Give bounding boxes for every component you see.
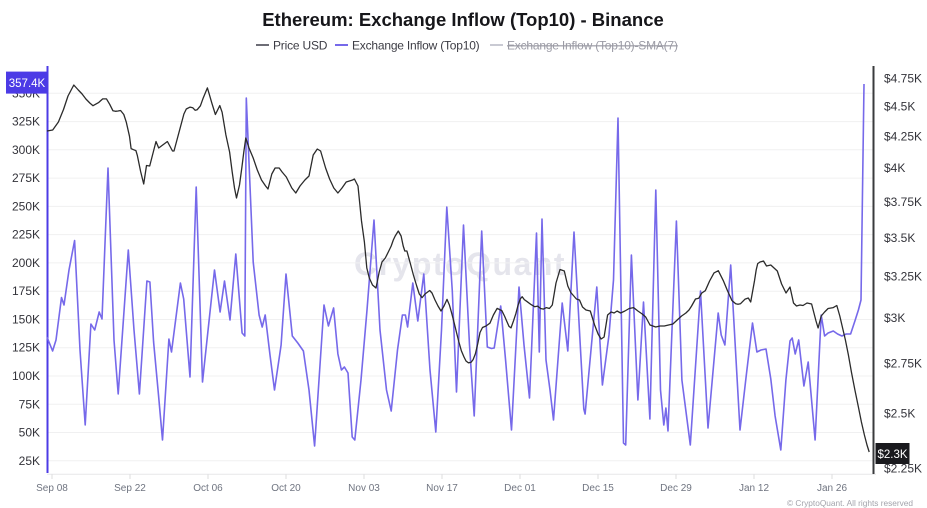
svg-text:75K: 75K	[19, 397, 40, 411]
svg-text:$3K: $3K	[884, 311, 905, 325]
svg-text:Dec 01: Dec 01	[504, 483, 536, 494]
svg-text:125K: 125K	[12, 341, 40, 355]
svg-text:Nov 17: Nov 17	[426, 483, 458, 494]
svg-text:$4K: $4K	[884, 161, 905, 175]
svg-text:$2.75K: $2.75K	[884, 357, 922, 371]
svg-text:325K: 325K	[12, 115, 40, 129]
svg-text:Oct 06: Oct 06	[193, 483, 223, 494]
svg-text:Exchange Inflow (Top10): Exchange Inflow (Top10)	[352, 39, 480, 53]
svg-text:$4.5K: $4.5K	[884, 100, 915, 114]
svg-text:$3.5K: $3.5K	[884, 231, 915, 245]
svg-text:Sep 22: Sep 22	[114, 483, 146, 494]
svg-text:Nov 03: Nov 03	[348, 483, 380, 494]
svg-text:© CryptoQuant. All rights rese: © CryptoQuant. All rights reserved	[787, 498, 913, 508]
svg-text:275K: 275K	[12, 171, 40, 185]
svg-text:Oct 20: Oct 20	[271, 483, 301, 494]
svg-text:50K: 50K	[19, 426, 40, 440]
svg-text:$2.25K: $2.25K	[884, 461, 922, 475]
svg-text:$2.5K: $2.5K	[884, 406, 915, 420]
svg-text:CryptoQuant: CryptoQuant	[354, 246, 566, 282]
svg-text:100K: 100K	[12, 369, 40, 383]
svg-text:$4.75K: $4.75K	[884, 72, 922, 86]
svg-text:Dec 15: Dec 15	[582, 483, 614, 494]
svg-text:Price USD: Price USD	[273, 39, 328, 53]
svg-text:Ethereum: Exchange Inflow (Top: Ethereum: Exchange Inflow (Top10) - Bina…	[262, 9, 664, 30]
svg-text:$2.3K: $2.3K	[877, 449, 907, 461]
svg-text:Sep 08: Sep 08	[36, 483, 68, 494]
svg-text:150K: 150K	[12, 313, 40, 327]
svg-text:25K: 25K	[19, 454, 40, 468]
svg-text:$3.75K: $3.75K	[884, 195, 922, 209]
svg-text:175K: 175K	[12, 284, 40, 298]
svg-text:225K: 225K	[12, 228, 40, 242]
svg-text:Jan 26: Jan 26	[817, 483, 847, 494]
svg-text:Jan 12: Jan 12	[739, 483, 769, 494]
svg-text:300K: 300K	[12, 143, 40, 157]
svg-text:$3.25K: $3.25K	[884, 270, 922, 284]
svg-text:Dec 29: Dec 29	[660, 483, 692, 494]
svg-text:Exchange Inflow (Top10)-SMA(7): Exchange Inflow (Top10)-SMA(7)	[507, 39, 678, 53]
svg-text:250K: 250K	[12, 199, 40, 213]
svg-text:200K: 200K	[12, 256, 40, 270]
svg-text:$4.25K: $4.25K	[884, 130, 922, 144]
svg-text:357.4K: 357.4K	[9, 78, 46, 90]
